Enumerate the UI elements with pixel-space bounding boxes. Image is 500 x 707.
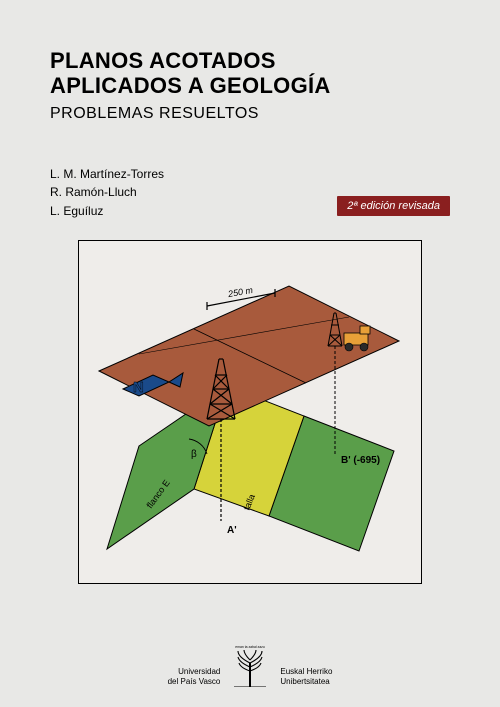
author: L. M. Martínez-Torres — [50, 165, 450, 184]
logo-caption: eman ta zabal zazu — [236, 645, 266, 649]
cover-diagram: 250 m N — [78, 240, 422, 584]
publisher-logo: eman ta zabal zazu — [232, 641, 268, 687]
publisher-footer: Universidad del País Vasco eman ta zabal… — [0, 641, 500, 687]
scale-label: 250 m — [226, 285, 254, 299]
edition-badge: 2ª edición revisada — [337, 196, 450, 216]
plane-top-surface — [99, 286, 399, 426]
subtitle: PROBLEMAS RESUELTOS — [50, 105, 450, 123]
page-title: PLANOS ACOTADOS APLICADOS A GEOLOGÍA PRO… — [50, 48, 450, 123]
publisher-right: Euskal Herriko Unibertsitatea — [280, 667, 332, 687]
title-line-2: APLICADOS A GEOLOGÍA — [50, 73, 450, 98]
angle-label: β — [191, 449, 197, 460]
derrick-a-label: A' — [227, 525, 237, 536]
north-label: N — [133, 379, 144, 396]
title-line-1: PLANOS ACOTADOS — [50, 48, 450, 73]
derrick-b-label: B' (-695) — [341, 455, 380, 466]
publisher-left: Universidad del País Vasco — [168, 667, 221, 687]
